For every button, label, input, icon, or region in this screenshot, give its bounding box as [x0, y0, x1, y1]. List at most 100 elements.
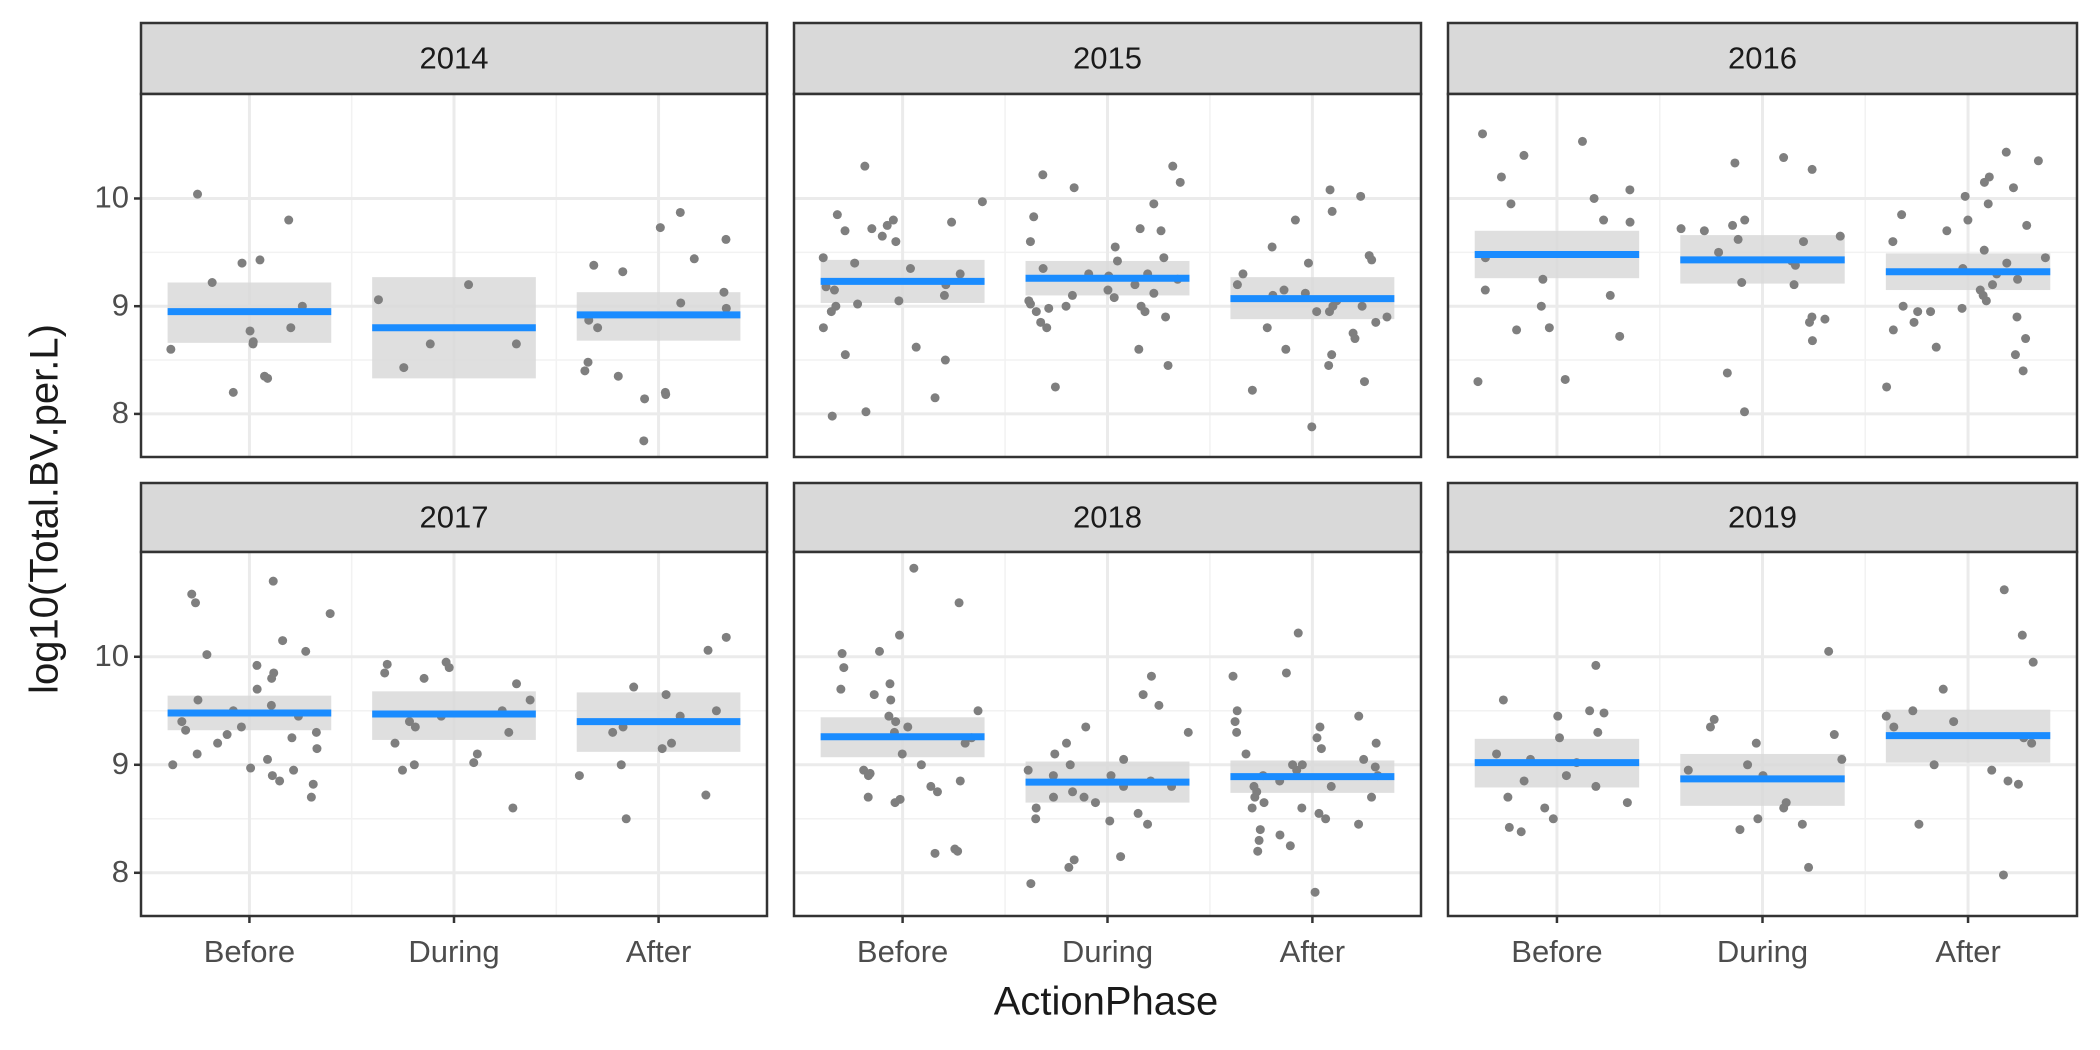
data-point — [1143, 819, 1153, 829]
data-point — [2022, 220, 2032, 230]
data-point — [1599, 215, 1609, 225]
data-point — [255, 255, 265, 265]
data-point — [1064, 862, 1074, 872]
data-point — [1585, 706, 1595, 716]
data-point — [1156, 226, 1166, 236]
data-point — [1699, 226, 1709, 236]
data-point — [1835, 231, 1845, 241]
data-point — [850, 258, 860, 268]
data-point — [909, 563, 919, 573]
data-point — [1914, 819, 1924, 829]
data-point — [640, 394, 650, 404]
data-point — [1026, 879, 1036, 889]
data-point — [1591, 781, 1601, 791]
y-tick-label: 10 — [95, 180, 129, 215]
data-point — [228, 387, 238, 397]
data-point — [1942, 226, 1952, 236]
data-point — [839, 663, 849, 673]
data-point — [425, 339, 435, 349]
data-point — [1740, 215, 1750, 225]
data-point — [593, 323, 603, 333]
data-point — [1328, 301, 1338, 311]
data-point — [926, 781, 936, 791]
data-point — [973, 706, 983, 716]
data-point — [1807, 336, 1817, 346]
data-point — [1492, 749, 1502, 759]
data-point — [1599, 708, 1609, 718]
data-point — [1367, 792, 1377, 802]
data-point — [1297, 760, 1307, 770]
data-point — [861, 407, 871, 417]
data-point — [192, 749, 202, 759]
data-point — [207, 278, 217, 288]
data-point — [826, 307, 836, 317]
panel-border — [792, 92, 1423, 459]
data-point — [1898, 301, 1908, 311]
data-point — [1909, 317, 1919, 327]
data-point — [1908, 706, 1918, 716]
data-point — [1154, 700, 1164, 710]
data-point — [1779, 153, 1789, 163]
data-point — [1553, 711, 1563, 721]
data-point — [675, 207, 685, 217]
data-point — [1281, 344, 1291, 354]
data-point — [1367, 255, 1377, 265]
data-point — [897, 749, 907, 759]
data-point — [202, 650, 212, 660]
data-point — [1255, 825, 1265, 835]
data-point — [885, 679, 895, 689]
y-tick-label: 8 — [112, 854, 129, 889]
data-point — [1061, 301, 1071, 311]
data-point — [639, 436, 649, 446]
x-axis-title: ActionPhase — [994, 980, 1219, 1024]
data-point — [1798, 237, 1808, 247]
data-point — [1312, 307, 1322, 317]
data-point — [1134, 344, 1144, 354]
data-point — [1130, 280, 1140, 290]
data-point — [1110, 242, 1120, 252]
data-point — [2040, 253, 2050, 263]
data-point — [166, 344, 176, 354]
data-point — [267, 673, 277, 683]
data-point — [953, 846, 963, 856]
data-point — [1804, 317, 1814, 327]
data-point — [245, 326, 255, 336]
data-point — [1625, 217, 1635, 227]
data-point — [1138, 690, 1148, 700]
data-point — [2027, 738, 2037, 748]
strip — [139, 21, 769, 96]
data-point — [1314, 808, 1324, 818]
data-point — [1062, 738, 1072, 748]
data-point — [836, 684, 846, 694]
data-point — [895, 630, 905, 640]
data-point — [832, 210, 842, 220]
data-point — [1881, 711, 1891, 721]
data-point — [409, 760, 419, 770]
data-point — [1591, 660, 1601, 670]
data-point — [1069, 183, 1079, 193]
data-point — [2003, 776, 2013, 786]
data-point — [263, 373, 273, 383]
x-tick-label: Before — [1511, 934, 1602, 969]
data-point — [469, 758, 479, 768]
data-point — [1730, 158, 1740, 168]
data-point — [1262, 323, 1272, 333]
data-point — [939, 290, 949, 300]
data-point — [1163, 360, 1173, 370]
data-point — [1079, 792, 1089, 802]
data-point — [1068, 787, 1078, 797]
data-point — [1722, 368, 1732, 378]
data-point — [655, 223, 665, 233]
data-point — [1310, 887, 1320, 897]
data-point — [1498, 695, 1508, 705]
data-point — [1728, 220, 1738, 230]
data-point — [1789, 280, 1799, 290]
data-point — [252, 660, 262, 670]
data-point — [306, 792, 316, 802]
data-point — [464, 280, 474, 290]
data-point — [1316, 744, 1326, 754]
data-point — [613, 371, 623, 381]
data-point — [397, 765, 407, 775]
data-point — [874, 646, 884, 656]
data-point — [1807, 164, 1817, 174]
